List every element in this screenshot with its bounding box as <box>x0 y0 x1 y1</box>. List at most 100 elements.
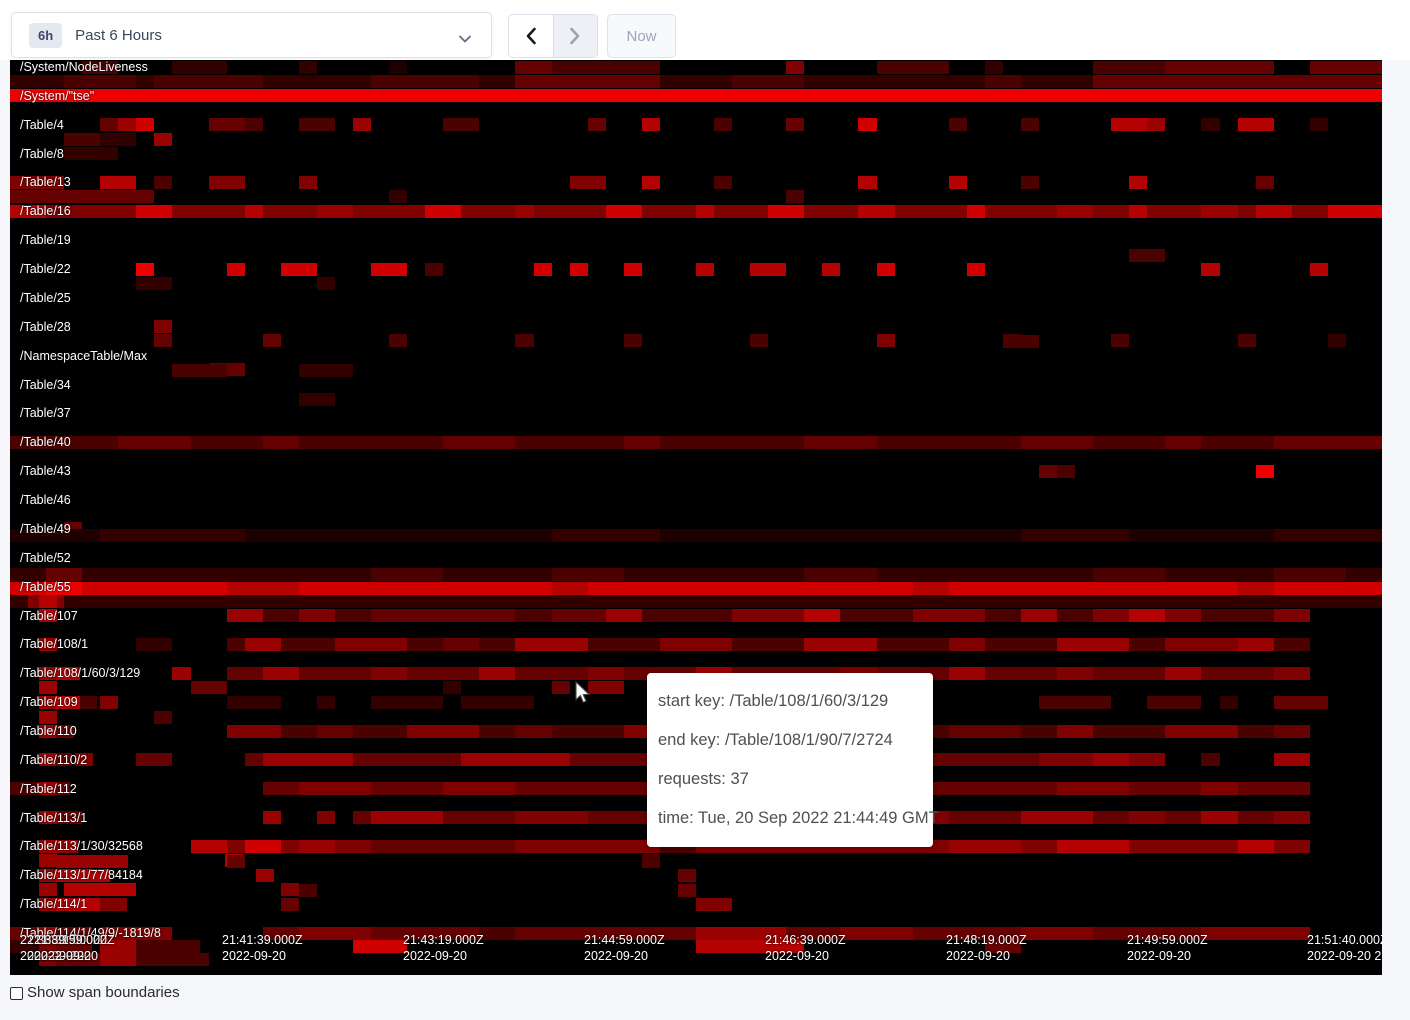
heatmap-cell-run[interactable] <box>46 582 83 596</box>
heatmap-cell-run[interactable] <box>371 839 516 853</box>
heatmap-cell-run[interactable] <box>1093 74 1274 88</box>
heatmap-cell-run[interactable] <box>1309 60 1382 74</box>
heatmap-cell-run[interactable] <box>255 868 274 882</box>
heatmap-cell-run[interactable] <box>677 868 696 882</box>
heatmap-cell-run[interactable] <box>515 204 534 218</box>
heatmap-cell-run[interactable] <box>425 204 462 218</box>
heatmap-cell-run[interactable] <box>1147 118 1166 132</box>
heatmap-cell-run[interactable] <box>1309 118 1328 132</box>
heatmap-cell-run[interactable] <box>38 710 57 724</box>
heatmap-cell-run[interactable] <box>1057 637 1130 651</box>
heatmap-cell-run[interactable] <box>298 392 335 406</box>
heatmap-cell-run[interactable] <box>1201 782 1238 796</box>
heatmap-cell-run[interactable] <box>677 883 696 897</box>
heatmap-cell-run[interactable] <box>750 334 769 348</box>
heatmap-cell-run[interactable] <box>804 435 877 449</box>
heatmap-cell-run[interactable] <box>244 204 263 218</box>
heatmap-cell-run[interactable] <box>118 435 191 449</box>
heatmap-cell-run[interactable] <box>1020 118 1039 132</box>
heatmap-cell-run[interactable] <box>38 853 57 867</box>
heatmap-cell-run[interactable] <box>100 133 137 147</box>
heatmap-cell-run[interactable] <box>1129 204 1148 218</box>
heatmap-cell-run[interactable] <box>298 883 317 897</box>
heatmap-cell-run[interactable] <box>38 637 57 651</box>
heatmap-cell-run[interactable] <box>912 609 985 623</box>
heatmap-cell-run[interactable] <box>1165 666 1202 680</box>
heatmap-cell-run[interactable] <box>1002 335 1039 349</box>
heatmap-cell-run[interactable] <box>623 334 642 348</box>
heatmap-cell-run[interactable] <box>1020 926 1094 940</box>
heatmap-cell-run[interactable] <box>515 74 660 88</box>
heatmap-cell-run[interactable] <box>56 666 81 680</box>
heatmap-cell-run[interactable] <box>136 637 173 651</box>
heatmap-cell-run[interactable] <box>262 435 299 449</box>
heatmap-cell-run[interactable] <box>298 118 335 132</box>
heatmap-cell-run[interactable] <box>136 262 155 276</box>
heatmap-cell-run[interactable] <box>226 854 245 868</box>
heatmap-cell-run[interactable] <box>1273 811 1310 825</box>
heatmap-cell-run[interactable] <box>10 175 65 189</box>
heatmap-cell-run[interactable] <box>551 60 660 74</box>
heatmap-cell-run[interactable] <box>1165 435 1202 449</box>
heatmap-cell-run[interactable] <box>262 753 353 767</box>
heatmap-cell-run[interactable] <box>551 680 570 694</box>
heatmap-cell-run[interactable] <box>984 74 1021 88</box>
time-range-select[interactable]: 6h Past 6 Hours <box>11 12 492 58</box>
heatmap-cell-run[interactable] <box>696 926 787 940</box>
heatmap-cell-run[interactable] <box>1057 724 1094 738</box>
heatmap-cell-run[interactable] <box>172 60 227 74</box>
heatmap-cell-run[interactable] <box>298 782 372 796</box>
heatmap-cell-run[interactable] <box>136 276 173 290</box>
heatmap-cell-run[interactable] <box>1255 464 1274 478</box>
heatmap-cell-run[interactable] <box>1057 204 1094 218</box>
heatmap-cell-run[interactable] <box>56 839 78 853</box>
heatmap-cell-run[interactable] <box>371 568 444 582</box>
heatmap-cell-run[interactable] <box>1237 334 1256 348</box>
heatmap-cell-run[interactable] <box>948 839 1021 853</box>
heatmap-cell-run[interactable] <box>56 753 73 767</box>
heatmap-cell-run[interactable] <box>443 680 462 694</box>
heatmap-cell-run[interactable] <box>56 782 71 796</box>
heatmap-cell-run[interactable] <box>136 753 173 767</box>
heatmap-cell-run[interactable] <box>443 118 480 132</box>
heatmap-cell-run[interactable] <box>1020 435 1094 449</box>
heatmap-cell-run[interactable] <box>10 595 1382 609</box>
heatmap-cell-run[interactable] <box>1201 811 1238 825</box>
heatmap-cell-run[interactable] <box>587 680 624 694</box>
heatmap-cell-run[interactable] <box>154 133 173 147</box>
heatmap-cell-run[interactable] <box>226 609 263 623</box>
heatmap-cell-run[interactable] <box>100 897 128 911</box>
heatmap-cell-run[interactable] <box>641 854 660 868</box>
heatmap-cell-run[interactable] <box>1020 609 1058 623</box>
heatmap-cell-run[interactable] <box>443 435 516 449</box>
heatmap-cell-run[interactable] <box>551 839 624 853</box>
heatmap-cell-run[interactable] <box>56 868 111 882</box>
heatmap-cell-run[interactable] <box>714 175 733 189</box>
heatmap-cell-run[interactable] <box>1201 753 1220 767</box>
heatmap-cell-run[interactable] <box>298 175 317 189</box>
heatmap-cell-run[interactable] <box>1219 695 1238 709</box>
heatmap-cell-run[interactable] <box>1201 204 1238 218</box>
heatmap-cell-run[interactable] <box>154 710 173 724</box>
heatmap-cell-run[interactable] <box>298 839 335 853</box>
heatmap-cell-run[interactable] <box>316 204 353 218</box>
heatmap-cell-run[interactable] <box>190 680 227 694</box>
heatmap-cell-run[interactable] <box>515 724 552 738</box>
heatmap-cell-run[interactable] <box>389 334 408 348</box>
heatmap-cell-run[interactable] <box>316 724 353 738</box>
heatmap-cell-run[interactable] <box>371 74 480 88</box>
heatmap-cell-run[interactable] <box>948 782 1021 796</box>
heatmap-cell-run[interactable] <box>948 175 967 189</box>
heatmap-cell-run[interactable] <box>1093 753 1130 767</box>
heatmap-cell-run[interactable] <box>10 74 1382 88</box>
heatmap-cell-run[interactable] <box>1057 464 1076 478</box>
heatmap-cell-run[interactable] <box>551 529 660 543</box>
heatmap-cell-run[interactable] <box>1273 782 1310 796</box>
heatmap-cell-run[interactable] <box>858 204 895 218</box>
heatmap-cell-run[interactable] <box>804 637 877 651</box>
heatmap-cell-run[interactable] <box>1201 926 1274 940</box>
heatmap-cell-run[interactable] <box>154 334 173 348</box>
heatmap-cell-run[interactable] <box>1273 724 1310 738</box>
heatmap-cell-run[interactable] <box>371 666 408 680</box>
heatmap-cell-run[interactable] <box>984 60 1003 74</box>
